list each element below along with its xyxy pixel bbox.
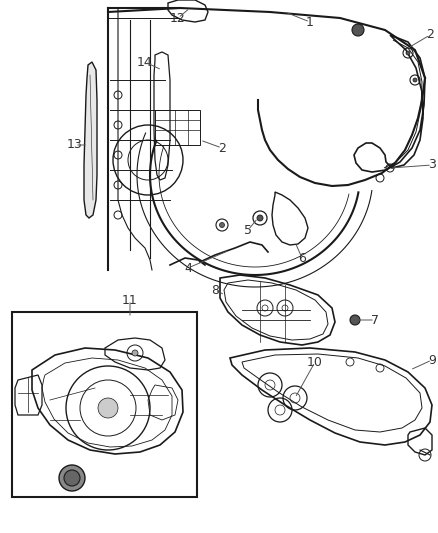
Text: 4: 4 <box>184 262 192 274</box>
Text: 9: 9 <box>428 353 436 367</box>
Text: 8: 8 <box>211 284 219 296</box>
Circle shape <box>413 78 417 82</box>
Text: 11: 11 <box>122 294 138 306</box>
Text: 12: 12 <box>170 12 186 25</box>
Circle shape <box>98 398 118 418</box>
Bar <box>12 312 197 497</box>
Circle shape <box>132 350 138 356</box>
Circle shape <box>350 315 360 325</box>
Text: 6: 6 <box>298 252 306 264</box>
Text: 5: 5 <box>244 223 252 237</box>
Circle shape <box>257 215 263 221</box>
Text: 1: 1 <box>306 15 314 28</box>
Text: 3: 3 <box>428 158 436 172</box>
Circle shape <box>59 465 85 491</box>
Text: 2: 2 <box>426 28 434 42</box>
Polygon shape <box>84 62 97 218</box>
Text: 2: 2 <box>218 141 226 155</box>
Text: 13: 13 <box>67 139 83 151</box>
Circle shape <box>64 470 80 486</box>
Circle shape <box>219 222 225 228</box>
Text: 7: 7 <box>371 313 379 327</box>
Circle shape <box>352 24 364 36</box>
Circle shape <box>406 51 410 55</box>
Text: 14: 14 <box>137 55 153 69</box>
Text: 10: 10 <box>307 356 323 368</box>
